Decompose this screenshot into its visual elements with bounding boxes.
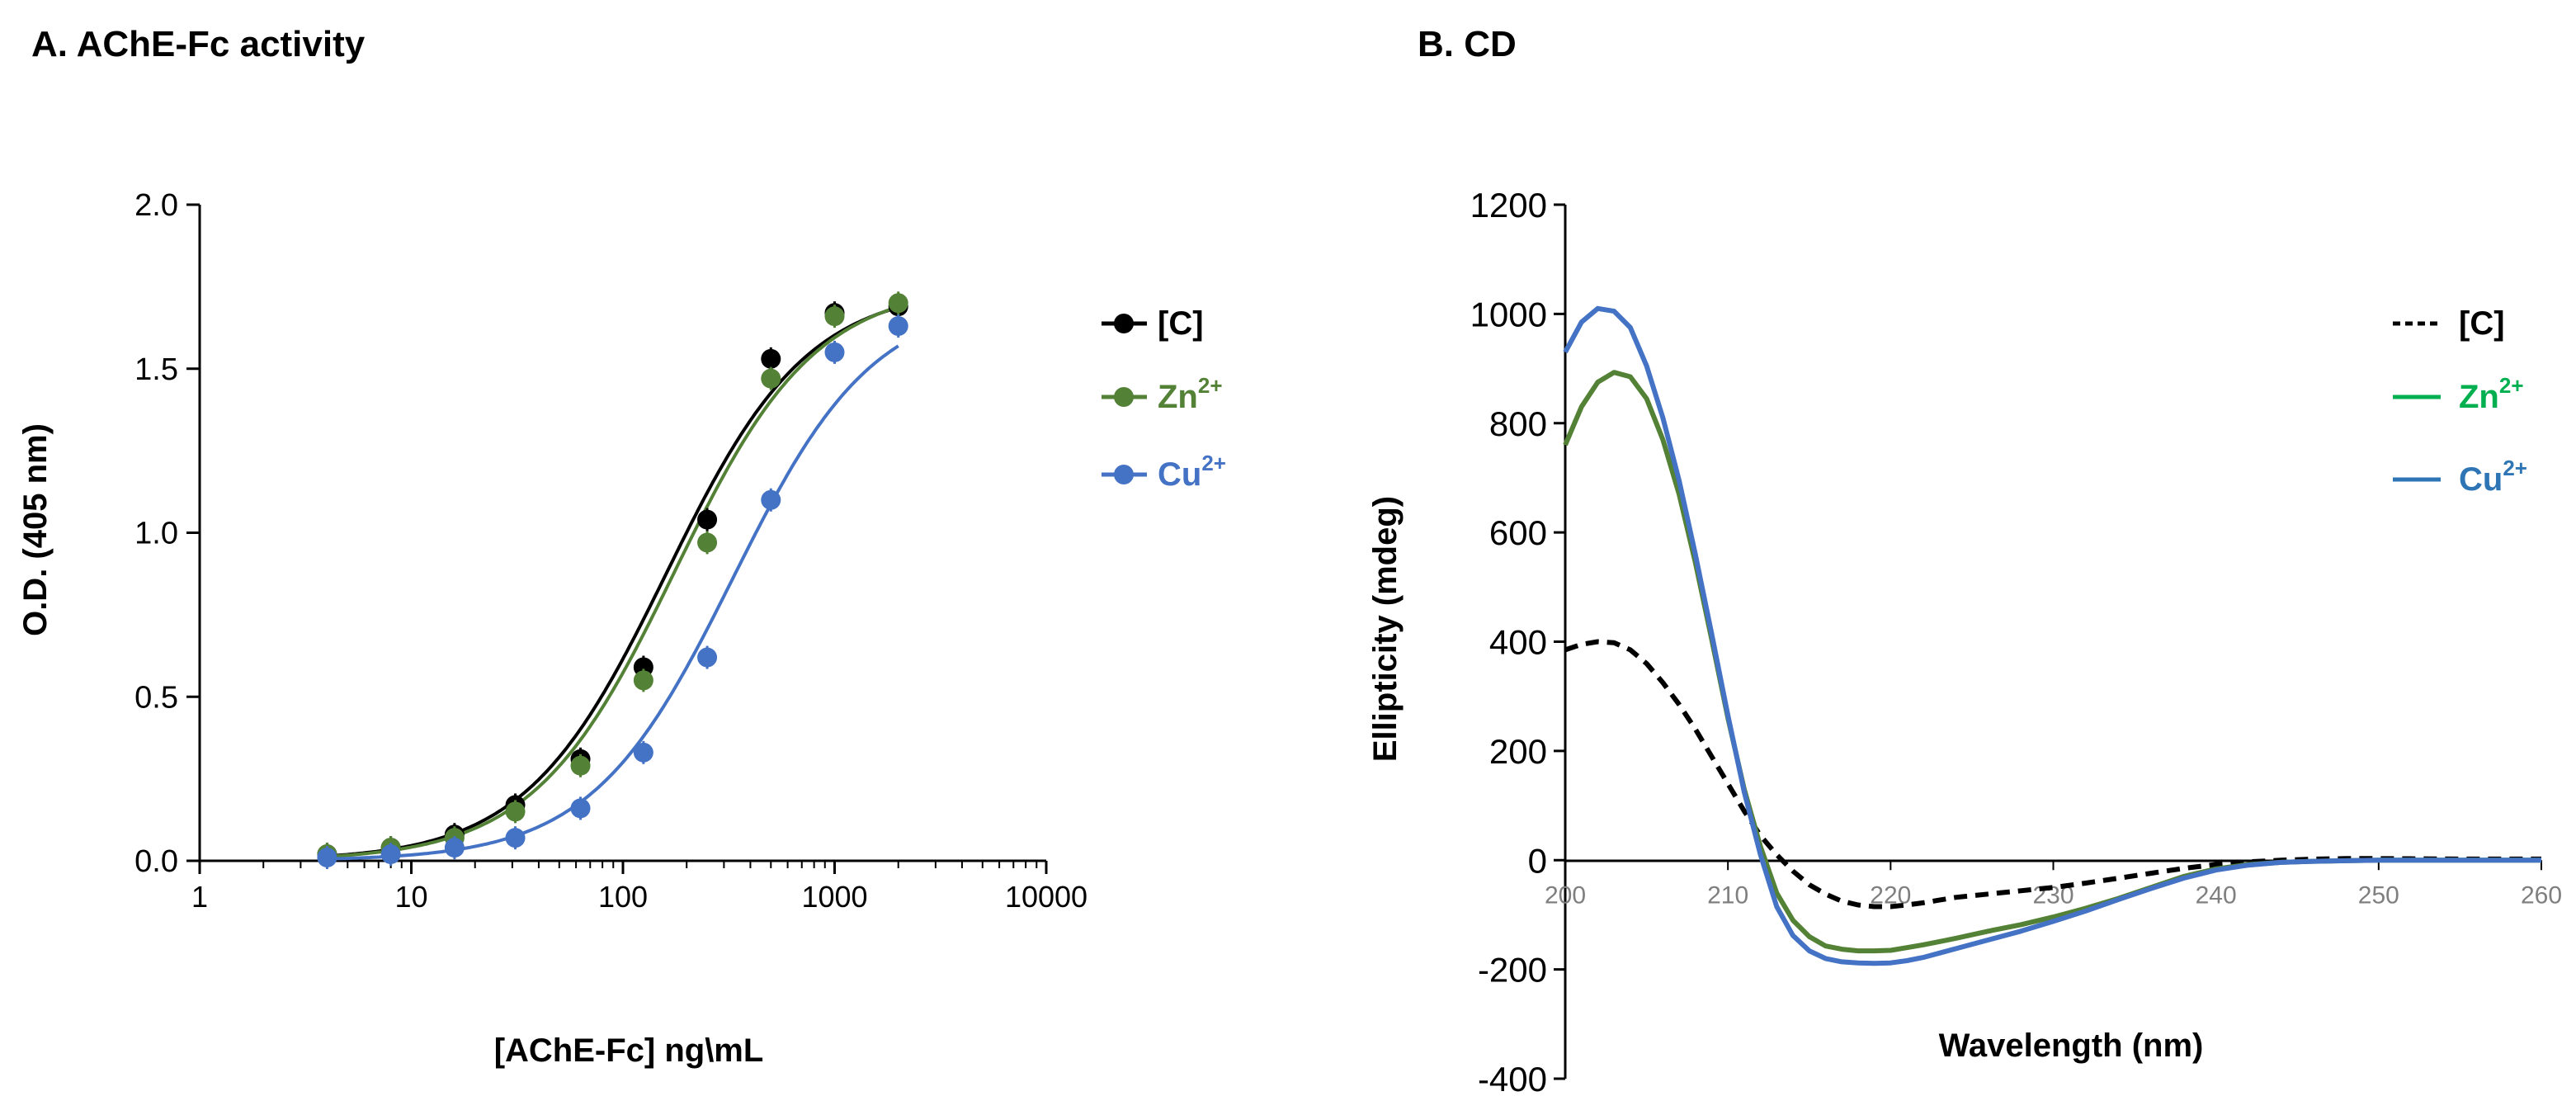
data-point-zn — [697, 532, 718, 553]
panel-a-legend: [C] Zn2+ Cu2+ — [1102, 305, 1226, 493]
legend-item-zn: Zn2+ — [1102, 373, 1223, 415]
y-tick-label: 1000 — [1470, 295, 1547, 333]
data-point-cu — [317, 848, 337, 868]
legend-label-cu: Cu2+ — [1158, 451, 1226, 493]
fit-curve-zn — [327, 305, 899, 858]
panel-b-legend: [C] Zn2+ Cu2+ — [2393, 305, 2527, 498]
panel-a-data-points — [317, 291, 908, 870]
x-tick-label: 260 — [2521, 881, 2562, 909]
legend-item-cu: Cu2+ — [1102, 451, 1226, 493]
data-point-c — [697, 509, 718, 530]
data-point-zn — [505, 801, 526, 822]
panel-b-title: B. CD — [1418, 24, 1517, 64]
panel-b-series-lines — [1563, 305, 2541, 966]
data-point-c — [761, 348, 781, 369]
data-point-zn — [761, 368, 781, 389]
data-point-zn — [824, 306, 845, 327]
legend-label-zn: Zn2+ — [2459, 373, 2524, 415]
panel-a-fit-curves — [327, 305, 899, 861]
y-tick-label: 0.0 — [134, 844, 178, 879]
y-tick-label: -400 — [1478, 1060, 1547, 1098]
x-tick-label: 210 — [1707, 881, 1748, 909]
panel-a-y-ticks: 0.0 0.5 1.0 1.5 2.0 — [134, 188, 200, 879]
legend-marker-c — [1114, 314, 1134, 333]
x-tick-label: 10 — [394, 880, 427, 914]
x-tick-label: 1000 — [801, 880, 867, 914]
data-point-cu — [761, 489, 781, 510]
panel-a-title: A. AChE-Fc activity — [31, 24, 366, 64]
panel-b-y-ticks: -400 -200 0 200 400 600 800 1000 1200 — [1470, 186, 1565, 1098]
panel-a-y-label: O.D. (405 nm) — [17, 423, 54, 636]
x-tick-label: 1 — [191, 880, 208, 914]
legend-marker-zn — [1114, 387, 1134, 407]
x-tick-label: 250 — [2358, 881, 2399, 909]
y-tick-label: 1.5 — [134, 352, 178, 387]
y-tick-label: 600 — [1489, 513, 1547, 552]
legend-item-c: [C] — [2393, 305, 2505, 342]
y-tick-label: 800 — [1489, 404, 1547, 443]
y-tick-label: 200 — [1489, 732, 1547, 771]
legend-label-c: [C] — [1158, 305, 1204, 342]
data-point-cu — [505, 828, 526, 848]
panel-a-axes: 1 10 100 1000 10000 0.0 0.5 1.0 1.5 2.0 — [134, 188, 1087, 914]
x-tick-label: 100 — [598, 880, 648, 914]
x-tick-label: 10000 — [1005, 880, 1087, 914]
cd-line-c — [1564, 639, 2541, 909]
panel-b-y-label: Ellipticity (mdeg) — [1367, 496, 1404, 762]
y-tick-label: 1.0 — [134, 517, 178, 551]
panel-b-axes: 200 210 220 230 240 250 260 -400-2000200400600… — [1470, 186, 2562, 1098]
data-point-cu — [697, 647, 718, 668]
y-tick-label: 1200 — [1470, 186, 1547, 224]
y-tick-label: 400 — [1489, 623, 1547, 662]
legend-item-cu: Cu2+ — [2393, 456, 2527, 498]
data-point-cu — [380, 844, 401, 865]
legend-label-zn: Zn2+ — [1158, 373, 1223, 415]
panel-b-x-label: Wavelength (nm) — [1939, 1028, 2204, 1064]
y-tick-label: -200 — [1478, 951, 1547, 990]
data-point-zn — [633, 670, 653, 691]
cd-line-cu — [1563, 305, 2541, 966]
data-point-zn — [570, 755, 591, 776]
fit-curve-cu — [327, 344, 899, 861]
panel-a: A. AChE-Fc activity 1 10 100 1000 10000 0.00… — [17, 24, 1226, 1069]
legend-label-c: [C] — [2459, 305, 2505, 342]
legend-item-zn: Zn2+ — [2393, 373, 2524, 415]
y-tick-label: 0.5 — [134, 680, 178, 715]
data-point-cu — [633, 742, 653, 763]
panel-b: B. CD 200 210 220 230 240 250 260 -400-2000200… — [1367, 24, 2562, 1098]
x-tick-label: 200 — [1545, 881, 1586, 909]
data-point-zn — [888, 293, 908, 314]
legend-item-c: [C] — [1102, 305, 1204, 342]
panel-a-x-label: [AChE-Fc] ng\mL — [494, 1032, 764, 1069]
data-point-cu — [824, 342, 845, 362]
panel-b-x-ticks: 200 210 220 230 240 250 260 — [1545, 860, 2562, 909]
data-point-cu — [570, 798, 591, 819]
legend-label-cu: Cu2+ — [2459, 456, 2527, 498]
legend-marker-cu — [1114, 465, 1134, 484]
data-point-cu — [444, 838, 465, 858]
y-tick-label: 2.0 — [134, 188, 178, 223]
data-point-cu — [888, 316, 908, 337]
fit-curve-c — [327, 305, 899, 858]
y-tick-label: 0 — [1528, 841, 1547, 880]
x-tick-label: 240 — [2196, 881, 2237, 909]
panel-a-x-ticks: 1 10 100 1000 10000 — [191, 861, 1087, 914]
